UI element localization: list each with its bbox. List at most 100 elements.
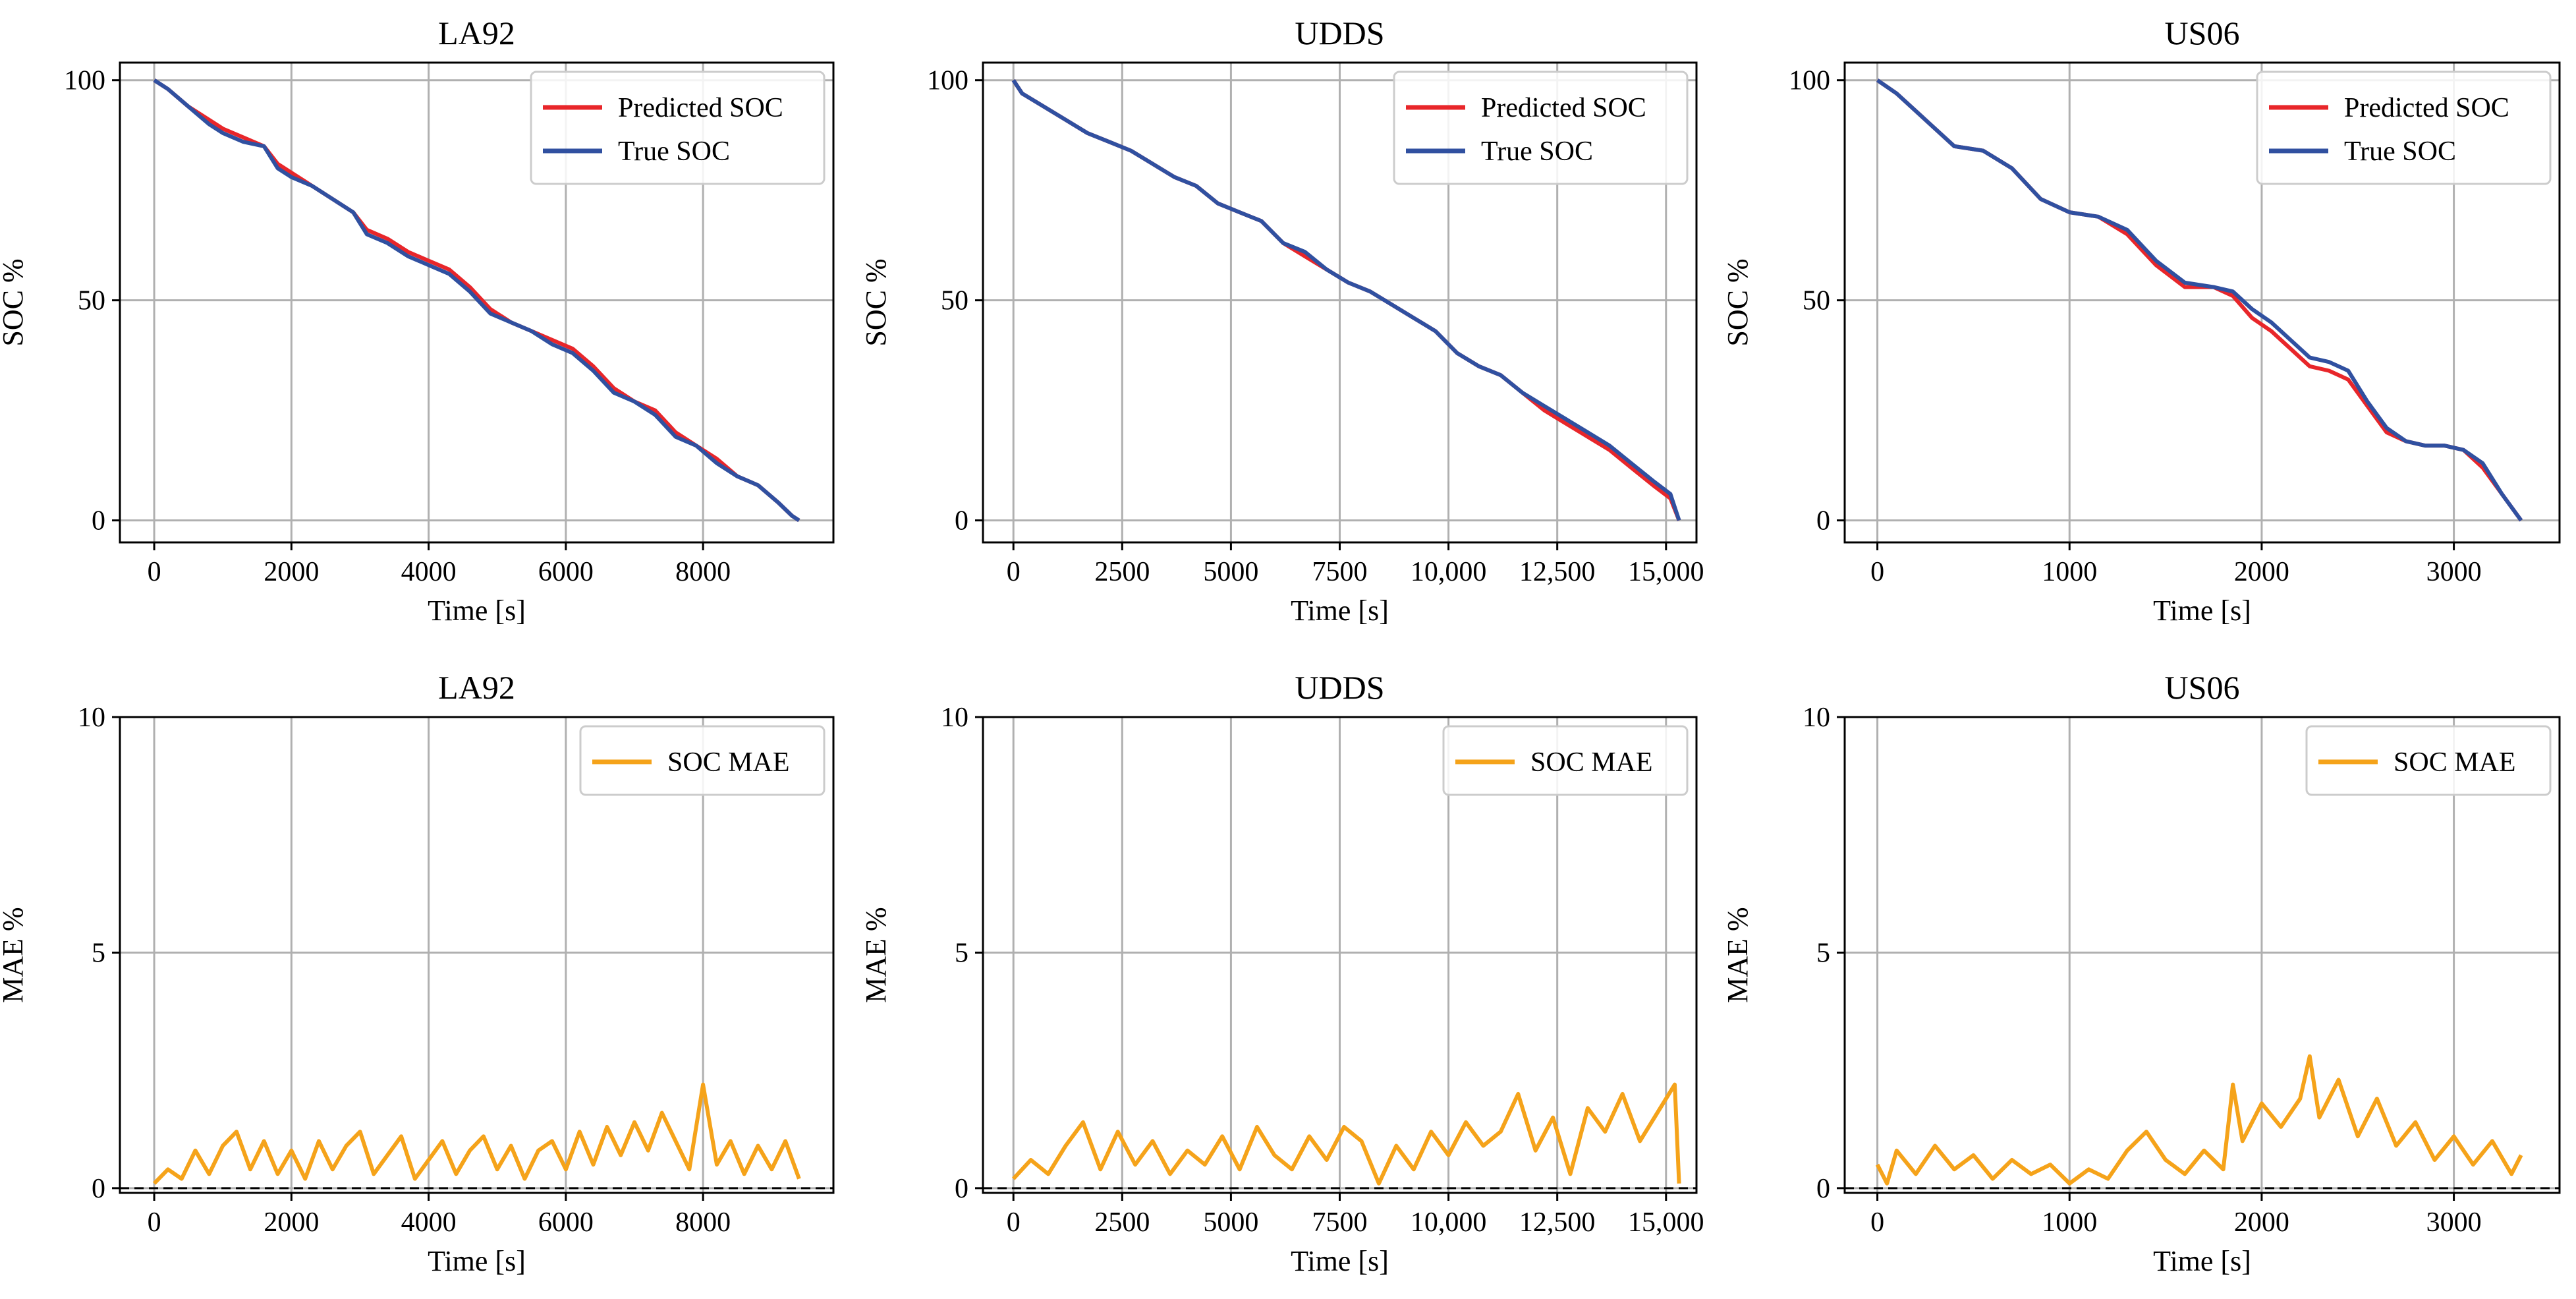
- chart-title: US06: [2165, 14, 2240, 51]
- y-tick-label: 5: [955, 938, 968, 968]
- x-tick-label: 8000: [675, 557, 731, 587]
- x-tick-label: 12,500: [1519, 557, 1596, 587]
- y-tick-label: 0: [1816, 506, 1830, 536]
- y-tick-label: 5: [1816, 938, 1830, 968]
- x-tick-label: 6000: [538, 1207, 594, 1238]
- plot-frame: [1843, 716, 2561, 1194]
- x-tick-label: 3000: [2426, 1207, 2482, 1238]
- legend: Predicted SOC True SOC: [2256, 71, 2552, 185]
- x-tick-label: 2000: [2234, 1207, 2289, 1238]
- legend-box: [2305, 725, 2552, 796]
- y-tick-label: 0: [955, 1174, 968, 1204]
- y-tick-label: 100: [1789, 66, 1830, 96]
- y-tick-label: 5: [92, 938, 105, 968]
- x-tick-label: 10,000: [1411, 557, 1487, 587]
- x-tick-label: 2000: [264, 1207, 319, 1238]
- y-tick-label: 10: [1803, 703, 1830, 733]
- x-tick-label: 2000: [2234, 557, 2289, 587]
- chart-title: UDDS: [1295, 669, 1384, 706]
- y-tick-label: 0: [92, 1174, 105, 1204]
- y-axis-title: SOC %: [0, 258, 29, 346]
- legend-label: Predicted SOC: [2344, 93, 2509, 123]
- x-axis-title: Time [s]: [2153, 594, 2251, 627]
- y-tick-label: 100: [64, 66, 105, 96]
- y-axis-title: MAE %: [1722, 907, 1754, 1002]
- x-tick-label: 7500: [1312, 557, 1368, 587]
- y-tick-label: 50: [78, 286, 105, 316]
- x-tick-label: 1000: [2042, 557, 2097, 587]
- x-tick-label: 2500: [1094, 1207, 1150, 1238]
- legend: SOC MAE: [2305, 725, 2552, 796]
- series-line-soc-mae: [152, 1082, 801, 1185]
- x-tick-label: 1000: [2042, 1207, 2097, 1238]
- x-tick-label: 10,000: [1411, 1207, 1487, 1238]
- legend-label: True SOC: [2344, 136, 2456, 167]
- x-axis-title: Time [s]: [2153, 1245, 2251, 1277]
- legend: Predicted SOC True SOC: [530, 71, 826, 185]
- chart-panel-2: 0 2500 5000 7500 10,000 12,500 15,000 0 50 100 UDD…: [860, 14, 1704, 627]
- x-axis-title: Time [s]: [428, 594, 526, 627]
- x-tick-label: 15,000: [1628, 557, 1704, 587]
- y-tick-label: 10: [78, 703, 105, 733]
- y-axis-title: MAE %: [0, 907, 29, 1002]
- legend-box: [1393, 71, 1689, 185]
- legend-label: SOC MAE: [2394, 747, 2516, 778]
- x-tick-label: 7500: [1312, 1207, 1368, 1238]
- x-tick-label: 0: [148, 1207, 161, 1238]
- x-tick-label: 0: [1007, 1207, 1021, 1238]
- x-tick-label: 5000: [1203, 557, 1258, 587]
- y-axis-title: MAE %: [860, 907, 892, 1002]
- chart-panel-1: 0 2000 4000 6000 8000 0 50 100 LA92 Time [s] SOC %…: [0, 14, 835, 627]
- x-tick-label: 4000: [401, 557, 457, 587]
- x-tick-label: 0: [1870, 557, 1884, 587]
- x-tick-label: 2000: [264, 557, 319, 587]
- legend-box: [2256, 71, 2552, 185]
- y-tick-label: 50: [941, 286, 968, 316]
- chart-panel-6: 0 1000 2000 3000 0 5 10 US06 Time [s] MAE % SOC MA…: [1722, 669, 2561, 1277]
- series-line-soc-mae: [1875, 1054, 2523, 1186]
- legend-label: True SOC: [1481, 136, 1593, 167]
- chart-title: UDDS: [1295, 14, 1384, 51]
- y-tick-label: 50: [1803, 286, 1830, 316]
- x-tick-label: 0: [1007, 557, 1021, 587]
- legend: SOC MAE: [579, 725, 826, 796]
- chart-title: US06: [2165, 669, 2240, 706]
- legend-label: SOC MAE: [667, 747, 790, 778]
- legend-box: [530, 71, 826, 185]
- chart-title: LA92: [438, 14, 515, 51]
- y-tick-label: 0: [955, 506, 968, 536]
- series-line-true-soc: [153, 78, 800, 523]
- x-axis-title: Time [s]: [1291, 594, 1389, 627]
- x-tick-label: 15,000: [1628, 1207, 1704, 1238]
- chart-panel-4: 0 2000 4000 6000 8000 0 5 10 LA92 Time [s] MAE % SO…: [0, 669, 835, 1277]
- series-line-true-soc: [1011, 79, 1681, 521]
- y-tick-label: 100: [927, 66, 968, 96]
- chart-title: LA92: [438, 669, 515, 706]
- x-tick-label: 8000: [675, 1207, 731, 1238]
- series-line-soc-mae: [1011, 1082, 1681, 1186]
- y-tick-label: 0: [92, 506, 105, 536]
- x-axis-title: Time [s]: [428, 1245, 526, 1277]
- legend: SOC MAE: [1442, 725, 1689, 796]
- y-tick-label: 0: [1816, 1174, 1830, 1204]
- chart-panel-3: 0 1000 2000 3000 0 50 100 US06 Time [s] SOC % Pred…: [1722, 14, 2561, 627]
- legend-box: [579, 725, 826, 796]
- legend-label: SOC MAE: [1530, 747, 1653, 778]
- x-tick-label: 6000: [538, 557, 594, 587]
- y-axis-title: SOC %: [860, 258, 892, 346]
- y-axis-title: SOC %: [1722, 258, 1754, 346]
- x-tick-label: 0: [148, 557, 161, 587]
- plot-frame: [1843, 61, 2561, 544]
- x-tick-label: 5000: [1203, 1207, 1258, 1238]
- x-tick-label: 4000: [401, 1207, 457, 1238]
- x-tick-label: 2500: [1094, 557, 1150, 587]
- x-tick-label: 0: [1870, 1207, 1884, 1238]
- y-tick-label: 10: [941, 703, 968, 733]
- x-axis-title: Time [s]: [1291, 1245, 1389, 1277]
- legend-box: [1442, 725, 1689, 796]
- legend: Predicted SOC True SOC: [1393, 71, 1689, 185]
- legend-label: True SOC: [618, 136, 730, 167]
- x-tick-label: 12,500: [1519, 1207, 1596, 1238]
- legend-label: Predicted SOC: [1481, 93, 1646, 123]
